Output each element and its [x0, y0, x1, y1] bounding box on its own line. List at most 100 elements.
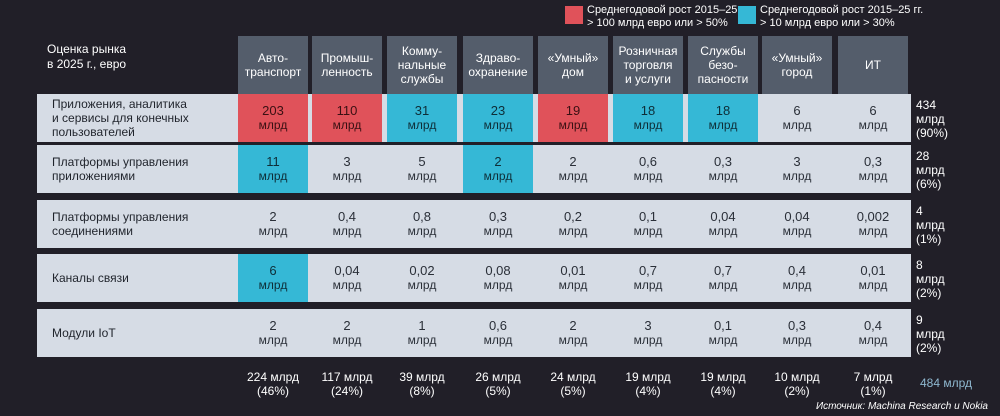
column-total: 24 млрд (5%) — [550, 370, 596, 398]
table-cell: 110 млрд — [312, 94, 382, 142]
row-label: Приложения, аналитика и сервисы для коне… — [52, 97, 189, 139]
cell-value: 0,04 — [710, 209, 736, 224]
table-cell: 31 млрд — [387, 94, 457, 142]
table-cell: 0,01 млрд — [538, 254, 608, 302]
cell-value: 0,4 — [863, 318, 883, 333]
cell-value: 1 — [418, 318, 426, 333]
cell-unit: млрд — [407, 333, 437, 347]
table-cell: 0,7 млрд — [688, 254, 758, 302]
table-cell: 23 млрд — [463, 94, 533, 142]
row-total: 4 млрд (1%) — [916, 204, 945, 246]
table-cell: 6 млрд — [838, 94, 908, 142]
cell-unit: млрд — [633, 278, 663, 292]
cell-value: 0,04 — [784, 209, 810, 224]
cell-unit: млрд — [558, 224, 588, 238]
cell-unit: млрд — [483, 169, 513, 183]
cell-unit: млрд — [258, 169, 288, 183]
row-total: 9 млрд (2%) — [916, 313, 945, 355]
cell-value: 0,1 — [638, 209, 658, 224]
cell-unit: млрд — [858, 278, 888, 292]
legend-swatch-red — [565, 6, 583, 24]
cell-value: 0,2 — [563, 209, 583, 224]
cell-value: 0,01 — [560, 263, 586, 278]
cell-value: 0,04 — [334, 263, 360, 278]
cell-unit: млрд — [558, 278, 588, 292]
table-cell: 0,6 млрд — [613, 145, 683, 193]
cell-unit: млрд — [558, 118, 588, 132]
table-cell: 0,4 млрд — [838, 309, 908, 357]
cell-unit: млрд — [483, 224, 513, 238]
cell-unit: млрд — [558, 333, 588, 347]
table-cell: 3 млрд — [762, 145, 832, 193]
cell-unit: млрд — [858, 333, 888, 347]
table-cell: 18 млрд — [688, 94, 758, 142]
grand-total: 484 млрд — [920, 376, 973, 390]
cell-value: 2 — [269, 318, 277, 333]
cell-unit: млрд — [258, 278, 288, 292]
table-cell: 0,02 млрд — [387, 254, 457, 302]
row-label: Платформы управления приложениями — [52, 155, 189, 183]
table-cell: 3 млрд — [613, 309, 683, 357]
cell-unit: млрд — [332, 224, 362, 238]
column-total: 7 млрд (1%) — [853, 370, 893, 398]
table-cell: 18 млрд — [613, 94, 683, 142]
row-band — [37, 200, 911, 248]
column-header: Авто- транспорт — [238, 36, 308, 94]
cell-value: 5 — [418, 154, 426, 169]
cell-value: 0,4 — [337, 209, 357, 224]
column-header: Здраво- охранение — [463, 36, 533, 94]
cell-value: 0,3 — [787, 318, 807, 333]
table-cell: 0,2 млрд — [538, 200, 608, 248]
column-header: «Умный» дом — [538, 36, 608, 94]
cell-value: 3 — [343, 154, 351, 169]
cell-unit: млрд — [782, 333, 812, 347]
cell-unit: млрд — [483, 333, 513, 347]
legend-text: Среднегодовой рост 2015–25 гг. > 10 млрд… — [760, 4, 924, 29]
cell-unit: млрд — [483, 118, 513, 132]
cell-unit: млрд — [782, 224, 812, 238]
cell-unit: млрд — [708, 169, 738, 183]
cell-value: 2 — [269, 209, 277, 224]
table-cell: 2 млрд — [238, 200, 308, 248]
table-cell: 0,6 млрд — [463, 309, 533, 357]
table-cell: 5 млрд — [387, 145, 457, 193]
column-header: «Умный» город — [762, 36, 832, 94]
cell-unit: млрд — [633, 169, 663, 183]
table-cell: 0,1 млрд — [688, 309, 758, 357]
table-cell: 0,3 млрд — [838, 145, 908, 193]
table-cell: 0,7 млрд — [613, 254, 683, 302]
table-cell: 0,04 млрд — [762, 200, 832, 248]
legend-swatch-blue — [738, 6, 756, 24]
cell-unit: млрд — [708, 224, 738, 238]
table-cell: 2 млрд — [538, 145, 608, 193]
cell-value: 3 — [644, 318, 652, 333]
cell-unit: млрд — [407, 224, 437, 238]
column-header: ИТ — [838, 36, 908, 94]
cell-value: 2 — [494, 154, 502, 169]
cell-value: 0,3 — [713, 154, 733, 169]
row-label: Платформы управления соединениями — [52, 210, 189, 238]
cell-value: 110 — [336, 103, 358, 118]
source-note: Источник: Machina Research и Nokia — [815, 401, 988, 412]
cell-value: 0,6 — [488, 318, 508, 333]
cell-value: 31 — [414, 103, 430, 118]
cell-unit: млрд — [332, 118, 362, 132]
row-total: 28 млрд (6%) — [916, 149, 945, 191]
column-total: 117 млрд (24%) — [321, 370, 373, 398]
cell-value: 0,3 — [488, 209, 508, 224]
table-cell: 0,3 млрд — [688, 145, 758, 193]
cell-value: 19 — [565, 103, 581, 118]
table-cell: 1 млрд — [387, 309, 457, 357]
cell-value: 2 — [343, 318, 351, 333]
column-total: 39 млрд (8%) — [399, 370, 445, 398]
table-cell: 11 млрд — [238, 145, 308, 193]
column-header: Комму- нальные службы — [387, 36, 457, 94]
legend-text: Среднегодовой рост 2015–25 гг. > 100 млр… — [587, 4, 750, 29]
cell-value: 11 — [266, 154, 280, 169]
table-cell: 2 млрд — [238, 309, 308, 357]
cell-unit: млрд — [258, 224, 288, 238]
row-band — [37, 309, 911, 357]
cell-unit: млрд — [708, 333, 738, 347]
column-header: Промыш- ленность — [312, 36, 382, 94]
cell-unit: млрд — [558, 169, 588, 183]
